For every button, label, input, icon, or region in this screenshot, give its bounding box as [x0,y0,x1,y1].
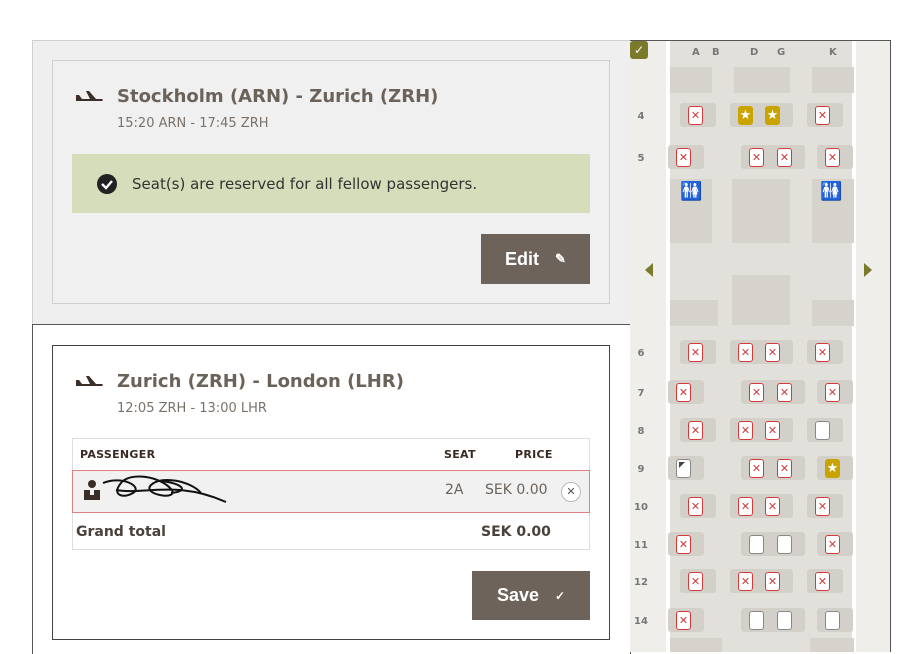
galley-block [732,275,790,325]
seat-6K: ✕ [815,343,830,362]
col-passenger: PASSENGER [80,448,156,461]
remove-seat-button[interactable]: ✕ [561,482,581,502]
seat-14K[interactable] [825,611,840,630]
seat-14A: ✕ [676,611,691,630]
seat-11D[interactable] [749,535,764,554]
flight-route: Zurich (ZRH) - London (LHR) [117,371,404,392]
save-button[interactable]: Save ✓ [472,571,590,620]
galley-block [810,638,854,652]
seat-14D[interactable] [749,611,764,630]
lavatory-icon: 🚻 [820,181,843,202]
galley-block [812,300,854,326]
row-label-12: 12 [634,577,648,588]
galley-block [670,300,718,326]
column-label-B: B [712,47,720,58]
check-circle-icon [97,173,117,194]
col-seat: SEAT [444,448,476,461]
flight-times: 15:20 ARN - 17:45 ZRH [117,116,269,131]
edit-button[interactable]: Edit ✎ [481,234,590,284]
galley-block [670,638,722,652]
confirmed-check-icon: ✓ [630,41,648,59]
seat-12A: ✕ [688,572,703,591]
seat-12K: ✕ [815,572,830,591]
seat-value: 2A [445,482,464,498]
seat-9G: ✕ [777,459,792,478]
seat-7G: ✕ [777,383,792,402]
check-icon: ✓ [554,588,566,603]
seat-7D: ✕ [749,383,764,402]
galley-block [812,67,854,93]
row-label-5: 5 [637,153,645,164]
seat-7K: ✕ [825,383,840,402]
seat-11A: ✕ [676,535,691,554]
person-icon [84,480,100,500]
flight-times: 12:05 ZRH - 13:00 LHR [117,401,267,416]
row-label-10: 10 [634,502,648,513]
row-label-9: 9 [637,464,645,475]
scroll-right-arrow-icon[interactable] [864,263,872,277]
column-label-A: A [692,47,700,58]
row-label-4: 4 [637,111,645,122]
reservation-notice: Seat(s) are reserved for all fellow pass… [72,154,590,213]
seat-8G: ✕ [765,421,780,440]
seat-5A: ✕ [676,148,691,167]
seat-4K: ✕ [815,106,830,125]
seat-11G[interactable] [777,535,792,554]
galley-block [732,179,790,243]
scroll-left-arrow-icon[interactable] [645,263,653,277]
seat-8K[interactable] [815,421,830,440]
seat-10D: ✕ [738,497,753,516]
redacted-name-scribble [102,475,227,503]
column-label-D: D [750,47,759,58]
seat-9K[interactable]: ★ [825,459,840,478]
seat-4A: ✕ [688,106,703,125]
row-label-6: 6 [637,348,645,359]
pencil-icon: ✎ [555,251,566,266]
seat-5D: ✕ [749,148,764,167]
galley-block [670,179,712,243]
lavatory-icon: 🚻 [680,181,703,202]
table-row[interactable]: 2A SEK 0.00 ✕ [72,470,590,513]
seat-4G[interactable]: ★ [765,106,780,125]
seat-7A: ✕ [676,383,691,402]
flight-route: Stockholm (ARN) - Zurich (ZRH) [117,86,439,107]
notice-text: Seat(s) are reserved for all fellow pass… [132,174,478,193]
grand-total-value: SEK 0.00 [481,524,551,540]
seat-6D: ✕ [738,343,753,362]
row-label-14: 14 [634,616,648,627]
column-label-K: K [829,47,837,58]
seat-9A[interactable] [676,459,691,478]
seat-12G: ✕ [765,572,780,591]
seat-6G: ✕ [765,343,780,362]
row-label-8: 8 [637,426,645,437]
seat-map: ✓ 🚻 🚻 A B D G K 4 ✕ ★ ★ ✕ 5 ✕ ✕ ✕ ✕ 6 ✕ ✕ ✕ ✕ 7 ✕ ✕ ✕ ✕ 8 ✕ ✕ ✕ 9 ✕ ✕ ★ 10 ✕… [630,40,891,652]
seat-8A: ✕ [688,421,703,440]
seat-4D[interactable]: ★ [738,106,753,125]
plane-icon [76,91,103,101]
save-label: Save [496,585,539,605]
row-label-7: 7 [637,388,645,399]
edit-label: Edit [505,248,540,269]
seat-9D: ✕ [749,459,764,478]
seat-8D: ✕ [738,421,753,440]
seat-5K: ✕ [825,148,840,167]
seat-6A: ✕ [688,343,703,362]
seat-10K: ✕ [815,497,830,516]
price-value: SEK 0.00 [485,482,548,498]
galley-block [734,67,790,93]
seat-10G: ✕ [765,497,780,516]
plane-icon [76,376,103,386]
seat-12D: ✕ [738,572,753,591]
seat-5G: ✕ [777,148,792,167]
seat-10A: ✕ [688,497,703,516]
seat-11K: ✕ [825,535,840,554]
row-label-11: 11 [634,540,648,551]
column-label-G: G [777,47,786,58]
grand-total-label: Grand total [76,524,166,540]
col-price: PRICE [515,448,553,461]
seat-14G[interactable] [777,611,792,630]
galley-block [670,67,712,93]
galley-block [812,179,854,243]
